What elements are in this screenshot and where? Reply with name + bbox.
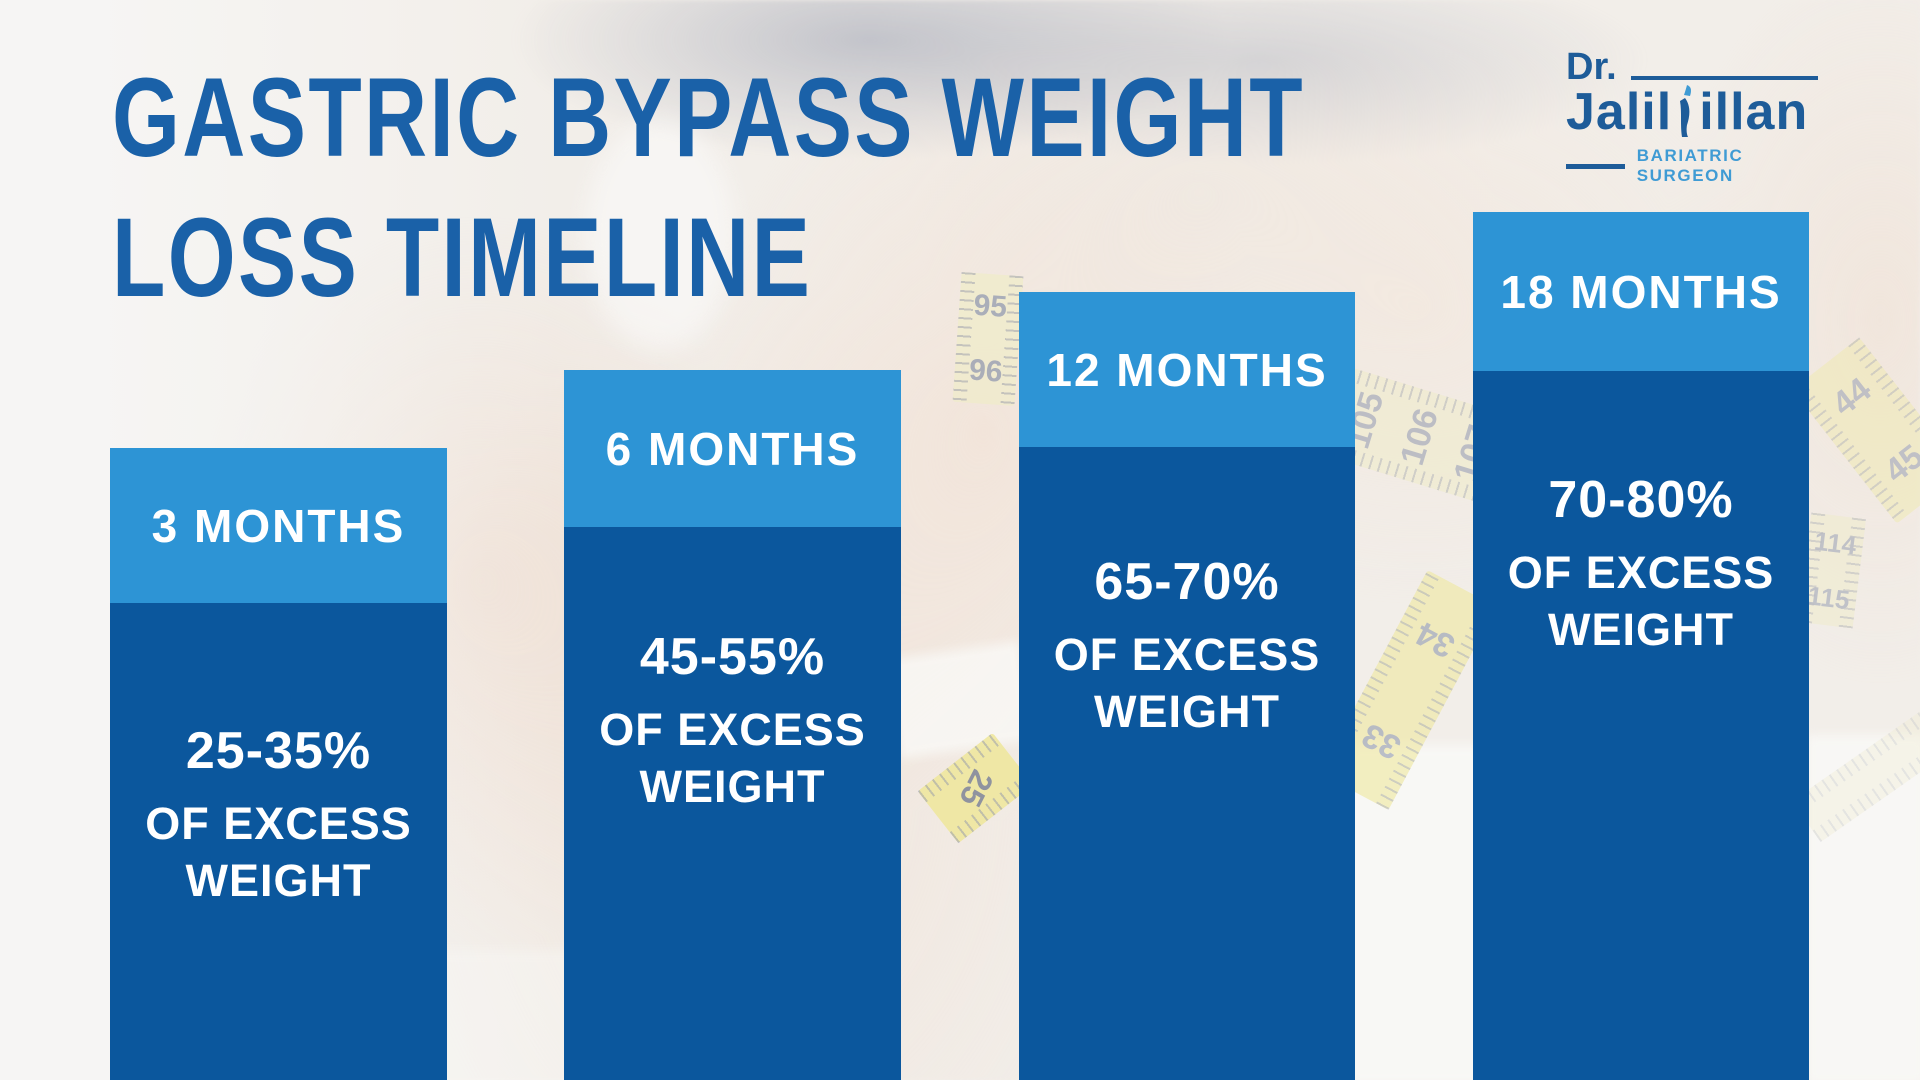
timeline-bar-6-months: 6 MONTHS 45-55% OF EXCESS WEIGHT — [564, 370, 901, 1080]
tape-number: 45 — [1877, 436, 1920, 491]
tape-number: 44 — [1824, 369, 1879, 424]
timeline-bar-18-months: 18 MONTHS 70-80% OF EXCESS WEIGHT — [1473, 212, 1809, 1080]
bar-sub-label: WEIGHT — [1094, 686, 1280, 737]
tape-number: 25 — [951, 764, 1001, 813]
bar-sub-label: OF EXCESS — [145, 798, 412, 849]
bar-body: 25-35% OF EXCESS WEIGHT — [110, 603, 447, 1080]
logo-name-first: Jalil — [1566, 83, 1673, 141]
tape-number: 114 — [1812, 525, 1859, 561]
tape-number: 34 — [1409, 614, 1461, 666]
body-silhouette-icon — [1680, 85, 1692, 137]
white-fabric-blob — [430, 950, 580, 1080]
tape-number: 106 — [1392, 403, 1446, 470]
white-fabric-blob — [886, 641, 1034, 759]
bar-months-label: 3 MONTHS — [151, 499, 406, 552]
bar-months-label: 18 MONTHS — [1500, 265, 1782, 318]
bar-months-label: 6 MONTHS — [605, 422, 860, 475]
logo-tagline-row: BARIATRIC SURGEON — [1566, 146, 1818, 186]
bar-sub-label: WEIGHT — [639, 761, 826, 812]
bar-body: 70-80% OF EXCESS WEIGHT — [1473, 371, 1809, 1080]
bar-sub-label: WEIGHT — [1548, 604, 1734, 655]
logo-rule-top — [1630, 76, 1818, 80]
bar-range-value: 70-80% — [1548, 471, 1734, 529]
bar-months-label: 12 MONTHS — [1046, 343, 1328, 396]
logo-tagline: BARIATRIC SURGEON — [1636, 146, 1744, 185]
page-title: GASTRIC BYPASS WEIGHT LOSS TIMELINE — [112, 48, 1305, 328]
bar-range-value: 25-35% — [185, 722, 372, 780]
white-fabric-blob — [1348, 745, 1482, 1080]
logo-name-second: illan — [1699, 83, 1809, 141]
bar-header: 6 MONTHS — [564, 370, 901, 527]
bar-sub-label: OF EXCESS — [599, 704, 866, 755]
bar-body: 45-55% OF EXCESS WEIGHT — [564, 527, 901, 1080]
bar-header: 3 MONTHS — [110, 448, 447, 603]
tape-number: 96 — [967, 353, 1004, 389]
timeline-bar-3-months: 3 MONTHS 25-35% OF EXCESS WEIGHT — [110, 448, 447, 1080]
photo-highlight — [585, 120, 735, 350]
logo-name-row: Jalil illan — [1566, 84, 1818, 140]
timeline-bar-12-months: 12 MONTHS 65-70% OF EXCESS WEIGHT — [1019, 292, 1355, 1080]
bar-range-value: 45-55% — [639, 628, 826, 686]
clinic-logo: Dr. Jalil illan BARIATRIC SURGEON — [1566, 46, 1818, 186]
bar-range-value: 65-70% — [1094, 553, 1280, 611]
page-title-line2: LOSS TIMELINE — [112, 195, 813, 320]
bar-sub-label: WEIGHT — [185, 855, 372, 906]
logo-dr-text: Dr. — [1566, 46, 1617, 88]
logo-rule-bottom — [1566, 163, 1625, 169]
bar-sub-label: OF EXCESS — [1507, 547, 1775, 598]
page-title-line1: GASTRIC BYPASS WEIGHT — [112, 55, 1305, 180]
bar-header: 12 MONTHS — [1019, 292, 1355, 447]
tape-number: 33 — [1355, 715, 1407, 767]
tape-number: 115 — [1806, 579, 1852, 615]
bar-body: 65-70% OF EXCESS WEIGHT — [1019, 447, 1355, 1080]
bar-header: 18 MONTHS — [1473, 212, 1809, 371]
bar-sub-label: OF EXCESS — [1053, 629, 1321, 680]
logo-dr-row: Dr. — [1566, 46, 1818, 88]
